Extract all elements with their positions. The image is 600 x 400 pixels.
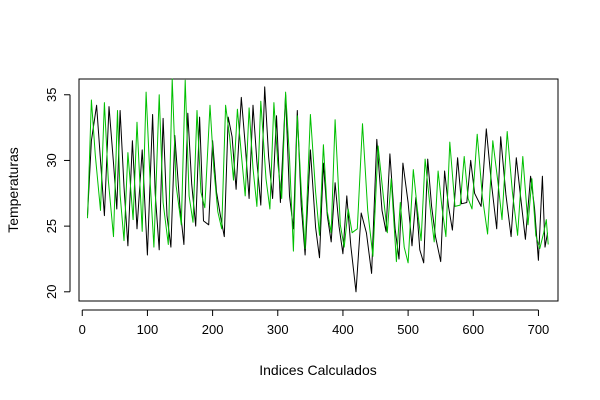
plot-box <box>78 78 559 302</box>
x-axis: 0 100 200 300 400 500 600 700 <box>79 309 550 337</box>
x-tick-label: 0 <box>79 322 86 337</box>
x-tick-label: 300 <box>267 322 289 337</box>
series-layer <box>87 78 549 293</box>
x-tick-label: 100 <box>137 322 159 337</box>
y-tick-label: 25 <box>44 219 59 233</box>
x-tick-label: 500 <box>397 322 419 337</box>
x-axis-title: Indices Calculados <box>259 362 377 378</box>
x-tick-label: 200 <box>202 322 224 337</box>
series-line-1 <box>87 86 549 293</box>
y-tick-label: 35 <box>44 88 59 102</box>
y-axis: 20 25 30 35 <box>44 88 71 299</box>
y-tick-label: 20 <box>44 285 59 299</box>
x-tick-label: 400 <box>332 322 354 337</box>
series-line-2 <box>87 78 549 264</box>
x-tick-label: 600 <box>462 322 484 337</box>
y-tick-label: 30 <box>44 153 59 167</box>
x-tick-label: 700 <box>528 322 550 337</box>
y-axis-title: Temperaturas <box>5 147 21 233</box>
